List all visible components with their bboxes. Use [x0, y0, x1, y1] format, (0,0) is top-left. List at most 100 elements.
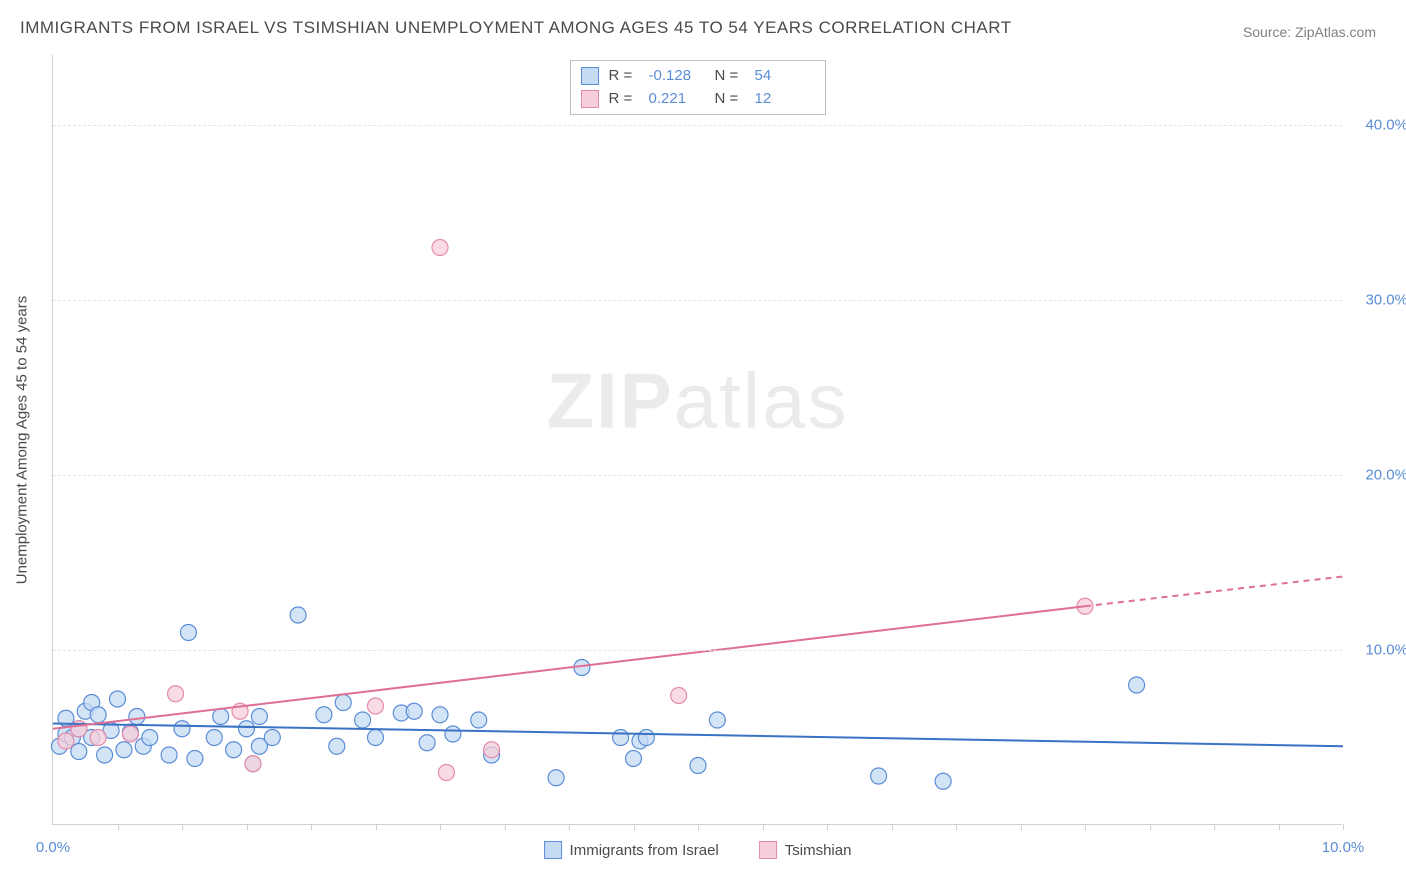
x-tick [892, 824, 893, 830]
data-point [1129, 677, 1145, 693]
legend-n-label: N = [715, 65, 745, 88]
data-point [935, 773, 951, 789]
data-point [368, 730, 384, 746]
data-point [671, 688, 687, 704]
legend-correlation-box: R = -0.128 N = 54 R = 0.221 N = 12 [570, 60, 826, 115]
legend-label: Immigrants from Israel [570, 842, 719, 859]
x-tick [698, 824, 699, 830]
legend-n-value: 54 [755, 65, 811, 88]
legend-series: Immigrants from Israel Tsimshian [544, 841, 852, 859]
legend-row: R = 0.221 N = 12 [581, 88, 811, 111]
data-point [97, 747, 113, 763]
grid-line [53, 125, 1342, 126]
grid-line [53, 650, 1342, 651]
chart-title: IMMIGRANTS FROM ISRAEL VS TSIMSHIAN UNEM… [20, 18, 1012, 38]
data-point [174, 721, 190, 737]
data-point [484, 742, 500, 758]
x-tick [376, 824, 377, 830]
y-tick-label: 30.0% [1365, 292, 1406, 309]
x-tick-label: 0.0% [36, 839, 70, 856]
x-tick [569, 824, 570, 830]
data-point [142, 730, 158, 746]
scatter-svg [53, 55, 1343, 825]
data-point [187, 751, 203, 767]
data-point [406, 703, 422, 719]
data-point [709, 712, 725, 728]
data-point [239, 721, 255, 737]
legend-r-value: -0.128 [649, 65, 705, 88]
x-tick [956, 824, 957, 830]
x-tick [827, 824, 828, 830]
data-point [445, 726, 461, 742]
x-tick [634, 824, 635, 830]
data-point [432, 707, 448, 723]
data-point [638, 730, 654, 746]
data-point [368, 698, 384, 714]
data-point [90, 730, 106, 746]
data-point [613, 730, 629, 746]
legend-n-label: N = [715, 88, 745, 111]
y-tick-label: 20.0% [1365, 467, 1406, 484]
data-point [355, 712, 371, 728]
data-point [161, 747, 177, 763]
data-point [116, 742, 132, 758]
data-point [438, 765, 454, 781]
data-point [548, 770, 564, 786]
x-tick [247, 824, 248, 830]
x-tick [311, 824, 312, 830]
legend-r-label: R = [609, 65, 639, 88]
data-point [329, 738, 345, 754]
legend-label: Tsimshian [785, 842, 852, 859]
grid-line [53, 475, 1342, 476]
legend-swatch [759, 841, 777, 859]
x-tick [1021, 824, 1022, 830]
legend-swatch [544, 841, 562, 859]
data-point [180, 625, 196, 641]
y-tick-label: 40.0% [1365, 117, 1406, 134]
data-point [626, 751, 642, 767]
data-point [690, 758, 706, 774]
data-point [245, 756, 261, 772]
trend-line-extrapolated [1085, 577, 1343, 607]
data-point [168, 686, 184, 702]
data-point [316, 707, 332, 723]
x-tick [763, 824, 764, 830]
data-point [122, 726, 138, 742]
legend-item: Immigrants from Israel [544, 841, 719, 859]
x-tick [505, 824, 506, 830]
data-point [335, 695, 351, 711]
data-point [110, 691, 126, 707]
x-tick [1214, 824, 1215, 830]
x-tick [182, 824, 183, 830]
data-point [213, 709, 229, 725]
data-point [226, 742, 242, 758]
legend-swatch [581, 67, 599, 85]
legend-row: R = -0.128 N = 54 [581, 65, 811, 88]
legend-swatch [581, 90, 599, 108]
data-point [71, 744, 87, 760]
legend-item: Tsimshian [759, 841, 852, 859]
data-point [432, 240, 448, 256]
data-point [251, 709, 267, 725]
x-tick [1343, 824, 1344, 830]
data-point [129, 709, 145, 725]
y-tick-label: 10.0% [1365, 642, 1406, 659]
x-tick [1279, 824, 1280, 830]
data-point [871, 768, 887, 784]
x-tick [1085, 824, 1086, 830]
legend-n-value: 12 [755, 88, 811, 111]
x-tick [118, 824, 119, 830]
trend-line [53, 606, 1085, 729]
data-point [471, 712, 487, 728]
chart-plot-area: ZIPatlas R =-0.128N =54R =0.221N =12 Imm… [52, 55, 1342, 825]
data-point [419, 735, 435, 751]
data-point [58, 733, 74, 749]
legend-r-value: 0.221 [649, 88, 705, 111]
source-label: Source: ZipAtlas.com [1243, 24, 1376, 40]
data-point [206, 730, 222, 746]
x-tick-label: 10.0% [1322, 839, 1365, 856]
x-tick [440, 824, 441, 830]
data-point [264, 730, 280, 746]
legend-r-label: R = [609, 88, 639, 111]
y-axis-label: Unemployment Among Ages 45 to 54 years [14, 296, 31, 585]
